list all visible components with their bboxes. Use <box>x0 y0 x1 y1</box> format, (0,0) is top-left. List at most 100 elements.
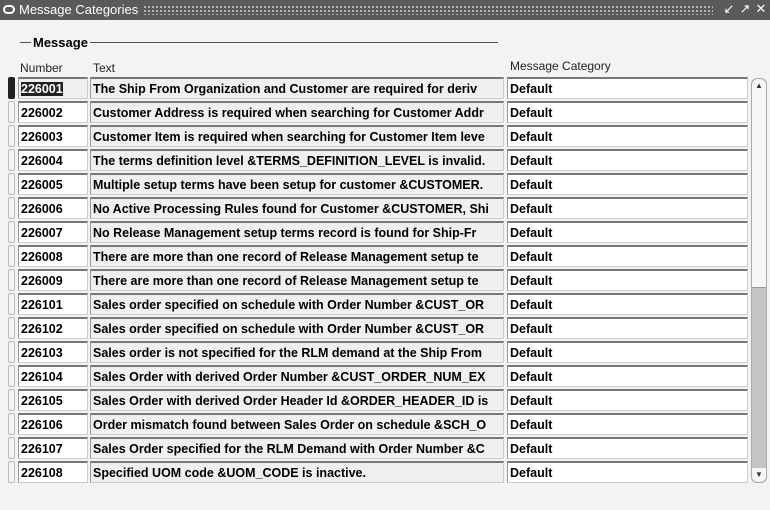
text-field[interactable]: Specified UOM code &UOM_CODE is inactive… <box>90 461 504 483</box>
minimize-icon[interactable]: ↙ <box>723 1 735 16</box>
scroll-down-icon[interactable]: ▼ <box>752 468 766 482</box>
number-field[interactable]: 226005 <box>18 173 88 195</box>
text-field[interactable]: Multiple setup terms have been setup for… <box>90 173 504 195</box>
number-value: 226002 <box>21 106 63 120</box>
number-field[interactable]: 226103 <box>18 341 88 363</box>
category-field[interactable]: Default <box>507 125 748 147</box>
table-row: 226009 There are more than one record of… <box>0 269 750 291</box>
number-value: 226107 <box>21 442 63 456</box>
table-row: 226107 Sales Order specified for the RLM… <box>0 437 750 459</box>
row-indicator[interactable] <box>8 77 15 99</box>
number-field[interactable]: 226102 <box>18 317 88 339</box>
row-indicator[interactable] <box>8 101 15 123</box>
number-value: 226101 <box>21 298 63 312</box>
number-value: 226003 <box>21 130 63 144</box>
row-indicator[interactable] <box>8 317 15 339</box>
row-indicator[interactable] <box>8 125 15 147</box>
text-field[interactable]: No Release Management setup terms record… <box>90 221 504 243</box>
header-text: Text <box>93 61 116 75</box>
text-field[interactable]: Sales Order specified for the RLM Demand… <box>90 437 504 459</box>
row-indicator[interactable] <box>8 461 15 483</box>
row-indicator[interactable] <box>8 149 15 171</box>
row-indicator[interactable] <box>8 341 15 363</box>
table-row: 226007 No Release Management setup terms… <box>0 221 750 243</box>
number-value: 226006 <box>21 202 63 216</box>
text-field[interactable]: There are more than one record of Releas… <box>90 245 504 267</box>
number-value: 226104 <box>21 370 63 384</box>
table-row: 226006 No Active Processing Rules found … <box>0 197 750 219</box>
number-value: 226108 <box>21 466 63 480</box>
scroll-thumb[interactable] <box>752 93 766 288</box>
table-row: 226004 The terms definition level &TERMS… <box>0 149 750 171</box>
table-row: 226005 Multiple setup terms have been se… <box>0 173 750 195</box>
number-field[interactable]: 226002 <box>18 101 88 123</box>
group-label: Message <box>31 35 90 50</box>
text-field[interactable]: There are more than one record of Releas… <box>90 269 504 291</box>
number-field[interactable]: 226007 <box>18 221 88 243</box>
row-indicator[interactable] <box>8 245 15 267</box>
vertical-scrollbar[interactable]: ▲ ▼ <box>751 78 767 483</box>
category-field[interactable]: Default <box>507 413 748 435</box>
text-field[interactable]: Sales Order with derived Order Header Id… <box>90 389 504 411</box>
text-field[interactable]: No Active Processing Rules found for Cus… <box>90 197 504 219</box>
number-field[interactable]: 226009 <box>18 269 88 291</box>
number-field[interactable]: 226101 <box>18 293 88 315</box>
header-number: Number <box>20 61 63 75</box>
table-row: 226105 Sales Order with derived Order He… <box>0 389 750 411</box>
number-value: 226005 <box>21 178 63 192</box>
category-field[interactable]: Default <box>507 77 748 99</box>
number-field[interactable]: 226105 <box>18 389 88 411</box>
title-bar-grip[interactable] <box>143 5 713 15</box>
category-field[interactable]: Default <box>507 437 748 459</box>
text-field[interactable]: Sales order specified on schedule with O… <box>90 317 504 339</box>
category-field[interactable]: Default <box>507 149 748 171</box>
text-field[interactable]: Customer Item is required when searching… <box>90 125 504 147</box>
number-field[interactable]: 226004 <box>18 149 88 171</box>
text-field[interactable]: Order mismatch found between Sales Order… <box>90 413 504 435</box>
category-field[interactable]: Default <box>507 341 748 363</box>
number-field[interactable]: 226108 <box>18 461 88 483</box>
number-field[interactable]: 226003 <box>18 125 88 147</box>
category-field[interactable]: Default <box>507 101 748 123</box>
row-indicator[interactable] <box>8 269 15 291</box>
close-icon[interactable]: ✕ <box>755 1 767 16</box>
category-field[interactable]: Default <box>507 317 748 339</box>
row-indicator[interactable] <box>8 197 15 219</box>
row-indicator[interactable] <box>8 293 15 315</box>
maximize-icon[interactable]: ↗ <box>739 1 751 16</box>
text-field[interactable]: The Ship From Organization and Customer … <box>90 77 504 99</box>
title-bar: Message Categories ↙ ↗ ✕ <box>0 0 770 20</box>
text-field[interactable]: Sales order is not specified for the RLM… <box>90 341 504 363</box>
category-field[interactable]: Default <box>507 389 748 411</box>
text-field[interactable]: Customer Address is required when search… <box>90 101 504 123</box>
category-field[interactable]: Default <box>507 173 748 195</box>
category-field[interactable]: Default <box>507 293 748 315</box>
category-field[interactable]: Default <box>507 365 748 387</box>
category-field[interactable]: Default <box>507 245 748 267</box>
row-indicator[interactable] <box>8 221 15 243</box>
row-indicator[interactable] <box>8 173 15 195</box>
row-indicator[interactable] <box>8 437 15 459</box>
category-field[interactable]: Default <box>507 461 748 483</box>
number-field[interactable]: 226107 <box>18 437 88 459</box>
category-field[interactable]: Default <box>507 197 748 219</box>
number-field[interactable]: 226106 <box>18 413 88 435</box>
number-value: 226103 <box>21 346 63 360</box>
row-indicator[interactable] <box>8 365 15 387</box>
scroll-up-icon[interactable]: ▲ <box>752 79 766 93</box>
number-field[interactable]: 226001 <box>18 77 88 99</box>
text-field[interactable]: Sales Order with derived Order Number &C… <box>90 365 504 387</box>
header-category: Message Category <box>510 59 611 73</box>
number-value: 226001 <box>21 82 63 96</box>
number-field[interactable]: 226006 <box>18 197 88 219</box>
oracle-icon <box>3 5 15 14</box>
row-indicator[interactable] <box>8 413 15 435</box>
number-value: 226008 <box>21 250 63 264</box>
row-indicator[interactable] <box>8 389 15 411</box>
number-field[interactable]: 226104 <box>18 365 88 387</box>
text-field[interactable]: The terms definition level &TERMS_DEFINI… <box>90 149 504 171</box>
text-field[interactable]: Sales order specified on schedule with O… <box>90 293 504 315</box>
category-field[interactable]: Default <box>507 221 748 243</box>
category-field[interactable]: Default <box>507 269 748 291</box>
number-field[interactable]: 226008 <box>18 245 88 267</box>
